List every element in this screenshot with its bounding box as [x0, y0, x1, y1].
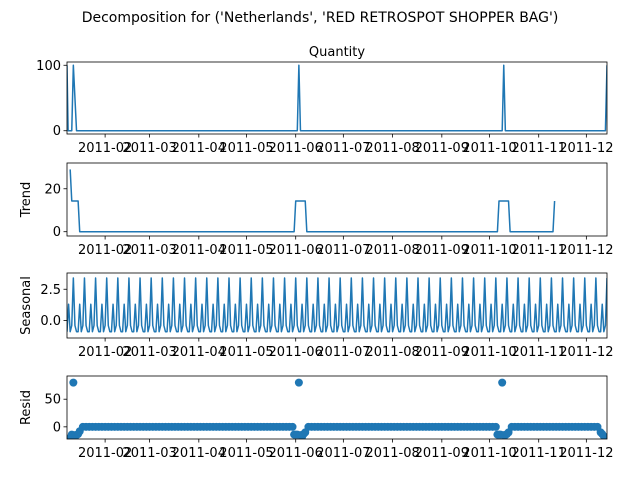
trend-xtick-label: 2011-07 — [316, 243, 370, 258]
seasonal-ylabel: Seasonal — [19, 276, 34, 335]
seasonal-xtick-label: 2011-02 — [78, 345, 132, 360]
trend-marks — [69, 169, 556, 233]
trend-axes-frame — [66, 162, 608, 237]
quantity-xtick-label: 2011-02 — [78, 141, 132, 156]
resid-point — [599, 432, 607, 439]
resid-xtick-label: 2011-08 — [365, 446, 419, 461]
seasonal-xtick-label: 2011-05 — [219, 345, 273, 360]
resid-xtick-label: 2011-11 — [512, 446, 566, 461]
resid-point — [294, 378, 303, 387]
resid-panel: 0502011-022011-032011-042011-052011-0620… — [19, 375, 614, 461]
trend-xtick-label: 2011-12 — [559, 243, 613, 258]
trend-xtick-label: 2011-03 — [122, 243, 176, 258]
seasonal-ytick-label: 0.0 — [40, 314, 61, 329]
trend-ylabel: Trend — [19, 182, 34, 219]
resid-axes-frame — [66, 375, 608, 440]
trend-xtick-label: 2011-10 — [462, 243, 516, 258]
resid-point — [491, 422, 500, 431]
figure-suptitle: Decomposition for ('Netherlands', 'RED R… — [82, 10, 559, 26]
resid-xtick-label: 2011-06 — [269, 446, 323, 461]
resid-xtick-label: 2011-12 — [559, 446, 613, 461]
quantity-panel: 01002011-022011-032011-042011-052011-062… — [36, 45, 613, 156]
quantity-axes-frame — [66, 61, 608, 135]
quantity-series-line — [67, 64, 607, 132]
resid-marks — [67, 378, 607, 439]
subplot-panels: 01002011-022011-032011-042011-052011-062… — [19, 45, 614, 461]
quantity-xtick-label: 2011-11 — [512, 141, 566, 156]
resid-point — [498, 378, 507, 387]
trend-panel: 0202011-022011-032011-042011-052011-0620… — [19, 162, 614, 258]
resid-point — [288, 422, 297, 431]
resid-ytick-label: 0 — [53, 420, 61, 435]
trend-xtick-label: 2011-04 — [172, 243, 226, 258]
trend-xtick-label: 2011-08 — [365, 243, 419, 258]
seasonal-xtick-label: 2011-08 — [365, 345, 419, 360]
resid-xtick-label: 2011-07 — [316, 446, 370, 461]
seasonal-xtick-label: 2011-07 — [316, 345, 370, 360]
resid-ylabel: Resid — [19, 390, 34, 425]
seasonal-xtick-label: 2011-11 — [512, 345, 566, 360]
quantity-ytick-label: 0 — [53, 124, 61, 139]
seasonal-axes-frame — [66, 272, 608, 339]
seasonal-xtick-label: 2011-03 — [122, 345, 176, 360]
resid-xtick-label: 2011-03 — [122, 446, 176, 461]
trend-xtick-label: 2011-05 — [219, 243, 273, 258]
seasonal-ytick-label: 2.5 — [40, 283, 61, 298]
trend-xtick-label: 2011-09 — [415, 243, 469, 258]
resid-xtick-label: 2011-10 — [462, 446, 516, 461]
resid-xtick-label: 2011-04 — [172, 446, 226, 461]
seasonal-xtick-label: 2011-04 — [172, 345, 226, 360]
seasonal-marks — [67, 277, 607, 333]
quantity-xtick-label: 2011-08 — [365, 141, 419, 156]
trend-xtick-label: 2011-02 — [78, 243, 132, 258]
resid-xtick-label: 2011-05 — [219, 446, 273, 461]
trend-xtick-label: 2011-11 — [512, 243, 566, 258]
quantity-xtick-label: 2011-05 — [219, 141, 273, 156]
trend-series-line — [69, 169, 556, 233]
seasonal-xtick-label: 2011-06 — [269, 345, 323, 360]
seasonal-xtick-label: 2011-12 — [559, 345, 613, 360]
seasonal-xtick-label: 2011-10 — [462, 345, 516, 360]
trend-ytick-label: 0 — [53, 225, 61, 240]
resid-ytick-label: 50 — [44, 393, 61, 408]
trend-ytick-label: 20 — [44, 182, 61, 197]
quantity-xtick-label: 2011-07 — [316, 141, 370, 156]
quantity-xtick-label: 2011-06 — [269, 141, 323, 156]
quantity-xtick-label: 2011-12 — [559, 141, 613, 156]
resid-xtick-label: 2011-02 — [78, 446, 132, 461]
quantity-xtick-label: 2011-04 — [172, 141, 226, 156]
quantity-title: Quantity — [309, 45, 365, 60]
quantity-ytick-label: 100 — [36, 59, 61, 74]
quantity-xtick-label: 2011-09 — [415, 141, 469, 156]
quantity-marks — [67, 64, 607, 132]
resid-xtick-label: 2011-09 — [415, 446, 469, 461]
quantity-xtick-label: 2011-10 — [462, 141, 516, 156]
seasonal-xtick-label: 2011-09 — [415, 345, 469, 360]
resid-point — [69, 378, 78, 387]
quantity-xtick-label: 2011-03 — [122, 141, 176, 156]
seasonal-panel: 0.02.52011-022011-032011-042011-052011-0… — [19, 272, 614, 360]
seasonal-series-line — [67, 277, 607, 333]
trend-xtick-label: 2011-06 — [269, 243, 323, 258]
